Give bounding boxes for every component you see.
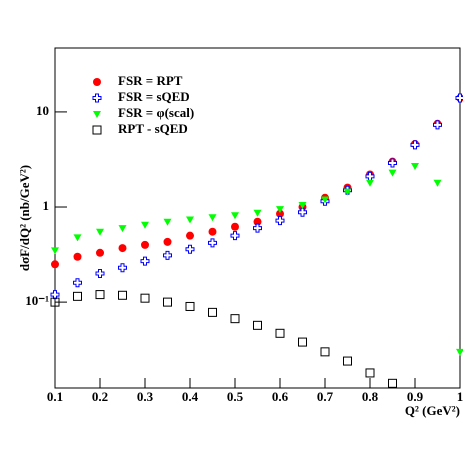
x-tick-label: 0.1 xyxy=(47,389,63,404)
marker-cross xyxy=(208,238,217,248)
marker-square xyxy=(118,290,127,300)
legend-label: FSR = sQED xyxy=(118,89,190,104)
marker-cross xyxy=(275,216,285,226)
x-tick-label: 0.9 xyxy=(407,389,424,404)
marker-square xyxy=(298,337,307,347)
y-tick-label: 10⁻¹ xyxy=(25,293,49,308)
marker-triangle xyxy=(366,179,374,187)
marker-square xyxy=(275,328,285,338)
x-axis-label: Q² (GeV²) xyxy=(405,403,460,418)
marker-square xyxy=(230,314,240,324)
marker-circle xyxy=(118,244,127,253)
marker-triangle xyxy=(343,188,352,196)
marker-triangle xyxy=(96,228,104,236)
marker-square xyxy=(253,320,262,330)
marker-square xyxy=(185,301,195,311)
marker-circle xyxy=(93,78,101,86)
marker-triangle xyxy=(388,169,397,177)
marker-cross xyxy=(410,140,420,150)
marker-triangle xyxy=(93,111,101,118)
marker-cross xyxy=(50,290,60,300)
marker-circle xyxy=(163,237,172,246)
x-tick-label: 0.4 xyxy=(182,389,199,404)
marker-square xyxy=(320,347,330,357)
marker-square xyxy=(140,293,150,303)
marker-circle xyxy=(73,252,82,261)
marker-triangle xyxy=(51,247,59,255)
marker-triangle xyxy=(231,212,239,220)
marker-cross xyxy=(253,223,262,233)
marker-circle xyxy=(96,248,104,257)
x-tick-label: 0.7 xyxy=(317,389,334,404)
marker-triangle xyxy=(253,209,262,217)
plot-frame xyxy=(54,47,461,389)
x-tick-label: 1 xyxy=(457,389,463,404)
marker-triangle xyxy=(456,348,463,356)
x-tick-label: 0.6 xyxy=(272,389,289,404)
marker-triangle xyxy=(141,221,149,229)
marker-square xyxy=(163,297,172,307)
marker-cross xyxy=(298,207,307,217)
marker-cross xyxy=(185,244,195,254)
marker-circle xyxy=(141,240,149,249)
marker-cross xyxy=(230,231,240,241)
marker-square xyxy=(388,378,397,388)
legend-label: FSR = φ(scal) xyxy=(118,105,194,120)
y-axis-label: dσF/dQ² (nb/GeV²) xyxy=(17,165,32,271)
marker-cross xyxy=(388,158,397,168)
marker-cross xyxy=(118,263,127,273)
marker-cross xyxy=(73,278,82,288)
y-tick-label: 10 xyxy=(36,103,49,118)
marker-cross xyxy=(140,256,150,266)
marker-circle xyxy=(231,222,239,231)
marker-triangle xyxy=(73,234,82,242)
marker-circle xyxy=(186,231,194,240)
marker-triangle xyxy=(411,162,419,170)
legend-label: FSR = RPT xyxy=(118,73,183,88)
marker-square xyxy=(208,307,217,317)
x-tick-label: 0.5 xyxy=(227,389,244,404)
marker-cross xyxy=(95,268,105,278)
marker-cross xyxy=(455,93,463,103)
marker-circle xyxy=(51,260,59,269)
marker-square xyxy=(73,291,82,301)
marker-triangle xyxy=(433,179,442,187)
x-tick-label: 0.2 xyxy=(92,389,108,404)
marker-cross xyxy=(433,120,442,130)
marker-cross xyxy=(92,93,102,103)
marker-triangle xyxy=(186,216,194,224)
marker-square xyxy=(365,368,375,378)
marker-triangle xyxy=(321,196,329,204)
marker-cross xyxy=(163,250,172,260)
marker-circle xyxy=(208,227,217,236)
marker-square xyxy=(95,290,105,300)
marker-triangle xyxy=(118,225,127,233)
y-tick-label: 1 xyxy=(43,198,50,213)
marker-triangle xyxy=(208,214,217,222)
legend-label: RPT - sQED xyxy=(118,121,188,136)
marker-square xyxy=(92,125,102,135)
x-tick-label: 0.3 xyxy=(137,389,154,404)
marker-square xyxy=(343,356,352,366)
marker-square xyxy=(50,297,60,307)
marker-circle xyxy=(276,209,284,218)
x-tick-label: 0.8 xyxy=(362,389,379,404)
marker-triangle xyxy=(298,202,307,210)
marker-triangle xyxy=(276,206,284,214)
marker-triangle xyxy=(163,218,172,226)
